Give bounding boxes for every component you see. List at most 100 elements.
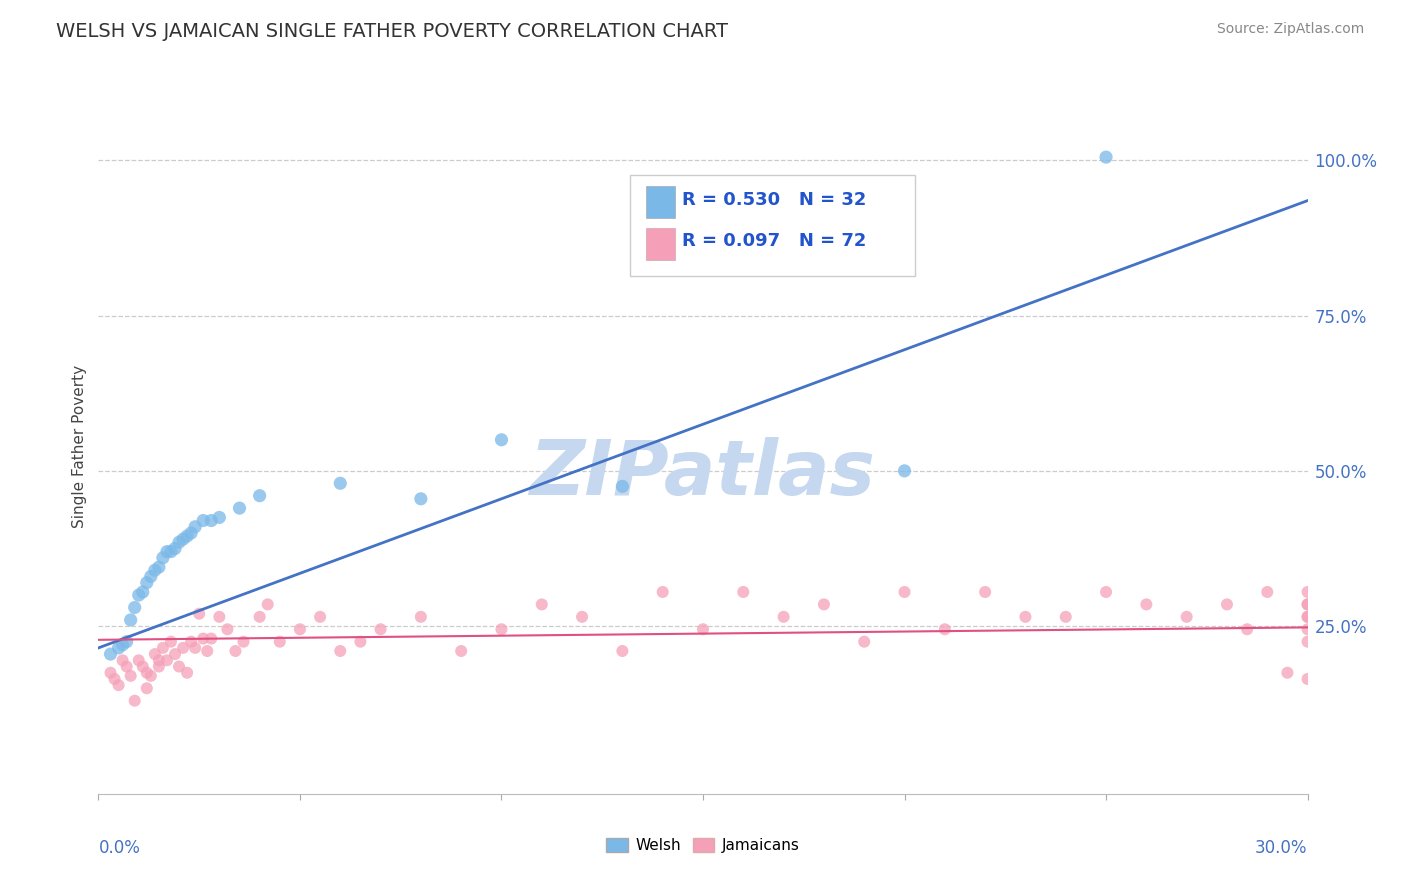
Point	[111, 653, 134, 667]
Point	[1236, 622, 1258, 636]
Point	[100, 647, 122, 661]
Point	[228, 501, 250, 516]
Point	[176, 665, 198, 680]
Point	[163, 541, 186, 556]
Point	[249, 489, 271, 503]
FancyBboxPatch shape	[647, 186, 675, 218]
Point	[107, 678, 129, 692]
Point	[1256, 585, 1278, 599]
Point	[208, 510, 231, 524]
Text: 0.0%: 0.0%	[98, 839, 141, 857]
Point	[1296, 622, 1319, 636]
Point	[135, 575, 157, 590]
Point	[103, 672, 125, 686]
Point	[612, 644, 634, 658]
Point	[612, 479, 634, 493]
Point	[184, 640, 207, 655]
Point	[1296, 634, 1319, 648]
Point	[135, 665, 157, 680]
Point	[124, 600, 146, 615]
Point	[195, 644, 218, 658]
Text: WELSH VS JAMAICAN SINGLE FATHER POVERTY CORRELATION CHART: WELSH VS JAMAICAN SINGLE FATHER POVERTY …	[56, 22, 728, 41]
Point	[409, 610, 432, 624]
Point	[193, 632, 215, 646]
Point	[167, 659, 190, 673]
Point	[1095, 585, 1118, 599]
Point	[184, 520, 207, 534]
Point	[1175, 610, 1198, 624]
Point	[893, 464, 915, 478]
Legend: Welsh, Jamaicans: Welsh, Jamaicans	[600, 831, 806, 859]
Point	[167, 535, 190, 549]
Point	[491, 622, 513, 636]
Point	[180, 526, 202, 541]
Point	[893, 585, 915, 599]
Text: Source: ZipAtlas.com: Source: ZipAtlas.com	[1216, 22, 1364, 37]
Point	[772, 610, 794, 624]
Point	[1014, 610, 1036, 624]
Point	[188, 607, 211, 621]
Point	[152, 550, 174, 565]
Point	[651, 585, 673, 599]
Text: 30.0%: 30.0%	[1256, 839, 1308, 857]
Point	[309, 610, 332, 624]
Point	[148, 653, 170, 667]
Point	[115, 634, 138, 648]
Point	[163, 647, 186, 661]
Point	[269, 634, 291, 648]
Point	[934, 622, 956, 636]
FancyBboxPatch shape	[647, 227, 675, 260]
Point	[128, 588, 150, 602]
Point	[249, 610, 271, 624]
Point	[128, 653, 150, 667]
Point	[217, 622, 239, 636]
Point	[160, 544, 183, 558]
Point	[100, 665, 122, 680]
Point	[200, 632, 222, 646]
Point	[288, 622, 311, 636]
Point	[571, 610, 593, 624]
Point	[1296, 610, 1319, 624]
Text: ZIPatlas: ZIPatlas	[530, 437, 876, 511]
Point	[156, 544, 179, 558]
Point	[148, 659, 170, 673]
Point	[692, 622, 714, 636]
Point	[200, 514, 222, 528]
Point	[193, 514, 215, 528]
Point	[115, 659, 138, 673]
Point	[1296, 610, 1319, 624]
Point	[143, 647, 166, 661]
Point	[813, 598, 835, 612]
Point	[409, 491, 432, 506]
Point	[172, 532, 194, 546]
Point	[139, 569, 162, 583]
Point	[124, 694, 146, 708]
Point	[152, 640, 174, 655]
Point	[329, 644, 352, 658]
Point	[208, 610, 231, 624]
Point	[132, 659, 155, 673]
Point	[120, 613, 142, 627]
Point	[329, 476, 352, 491]
Point	[1296, 585, 1319, 599]
Point	[148, 560, 170, 574]
Point	[120, 669, 142, 683]
Point	[172, 640, 194, 655]
Point	[180, 634, 202, 648]
Point	[530, 598, 553, 612]
Point	[1296, 672, 1319, 686]
Point	[853, 634, 876, 648]
Point	[974, 585, 997, 599]
Point	[1296, 598, 1319, 612]
Point	[176, 529, 198, 543]
FancyBboxPatch shape	[630, 175, 915, 276]
Point	[143, 563, 166, 577]
Text: R = 0.097   N = 72: R = 0.097 N = 72	[682, 233, 868, 251]
Point	[1135, 598, 1157, 612]
Point	[491, 433, 513, 447]
Point	[1095, 150, 1118, 164]
Point	[232, 634, 254, 648]
Point	[111, 638, 134, 652]
Y-axis label: Single Father Poverty: Single Father Poverty	[72, 365, 87, 527]
Point	[156, 653, 179, 667]
